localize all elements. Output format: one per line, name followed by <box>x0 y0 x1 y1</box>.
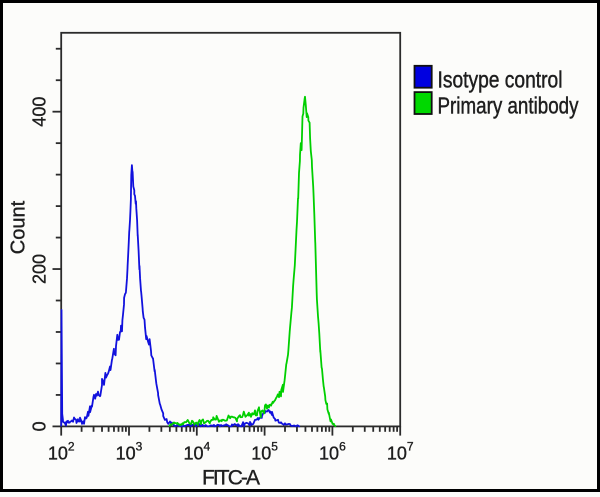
svg-text:200: 200 <box>30 254 50 284</box>
svg-text:Primary antibody: Primary antibody <box>438 93 579 119</box>
svg-text:400: 400 <box>30 97 50 127</box>
svg-text:0: 0 <box>30 421 50 431</box>
svg-text:102: 102 <box>48 440 75 464</box>
svg-text:Isotype control: Isotype control <box>438 67 563 93</box>
svg-text:FITC-A: FITC-A <box>202 467 260 490</box>
svg-text:106: 106 <box>319 440 346 464</box>
svg-text:Count: Count <box>8 200 30 254</box>
svg-text:107: 107 <box>387 440 414 464</box>
